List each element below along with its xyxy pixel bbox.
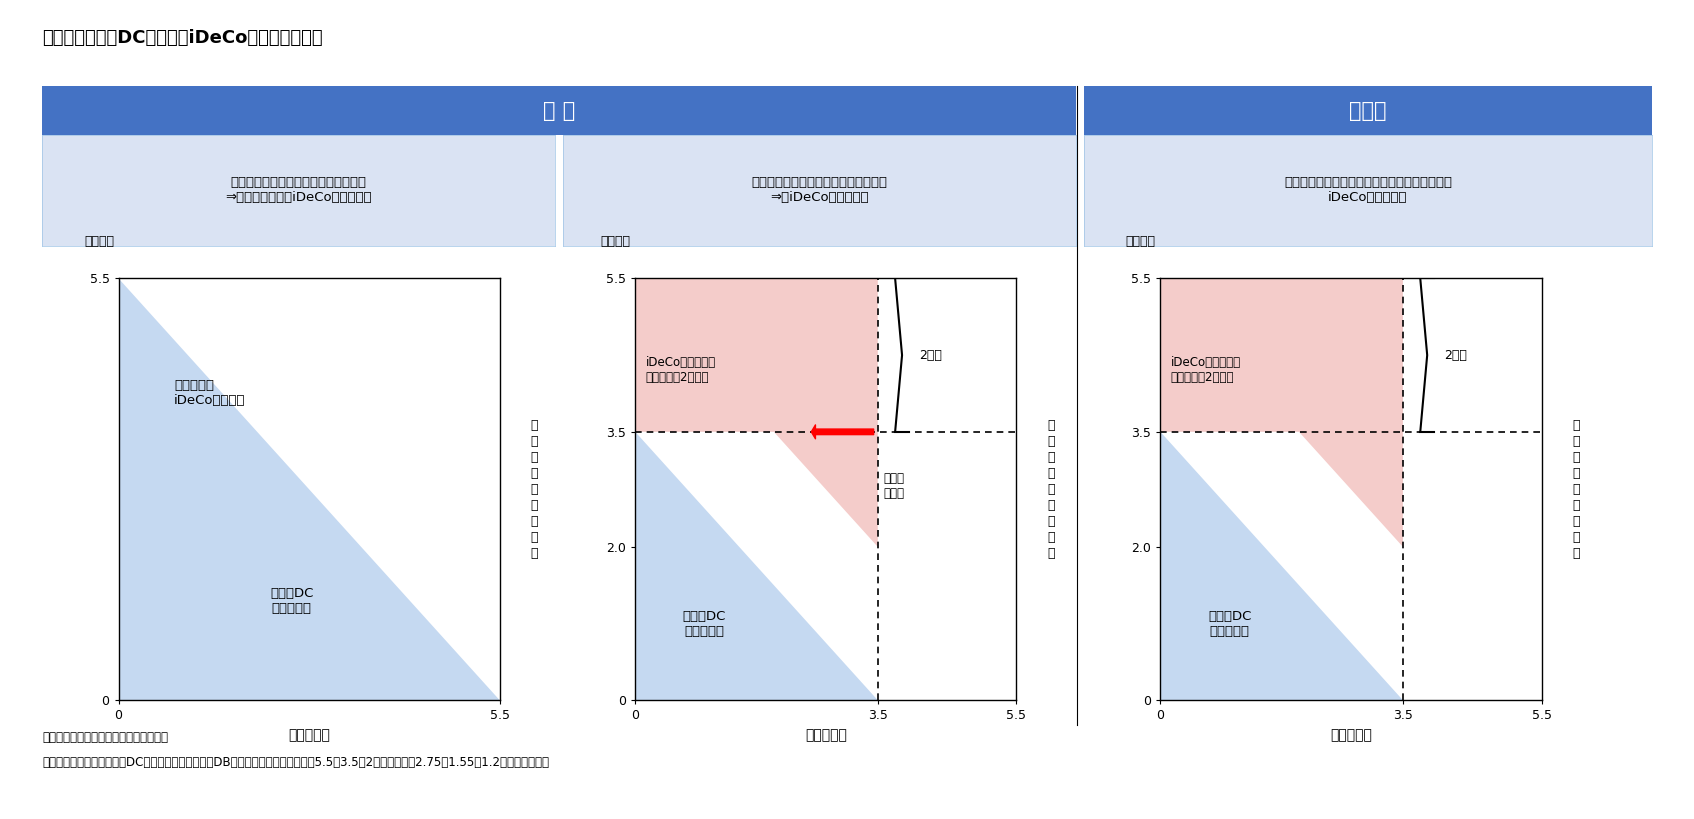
Polygon shape <box>1160 432 1403 700</box>
Text: （万円）: （万円） <box>601 235 630 248</box>
Polygon shape <box>635 278 877 547</box>
Text: iDeCoに加入可能
（掛金限度2万円）: iDeCoに加入可能 （掛金限度2万円） <box>645 356 717 384</box>
Text: 「規約の定め、拠出上限引下げ」無し
⇒　加入者全員がiDeCoに加入不可: 「規約の定め、拠出上限引下げ」無し ⇒ 加入者全員がiDeCoに加入不可 <box>225 176 373 205</box>
Text: （万円）: （万円） <box>1127 235 1155 248</box>
Text: 現 行: 現 行 <box>542 101 576 120</box>
Polygon shape <box>119 278 500 700</box>
X-axis label: 事業主掛金: 事業主掛金 <box>288 728 330 742</box>
Text: 注）図中の金額は、企業型DCのみに加入する場合。DBなどにも加入する場合は、5.5、3.5、2が、それぞれ2.75、1.55、1.2に置き換わる。: 注）図中の金額は、企業型DCのみに加入する場合。DBなどにも加入する場合は、5.… <box>42 756 549 769</box>
Text: 加
入
者
＋
事
業
主
掛
金: 加 入 者 ＋ 事 業 主 掛 金 <box>530 419 537 560</box>
Text: （万円）: （万円） <box>85 235 113 248</box>
Text: 「規約の定め、拠出上限引下げ」有り
⇒　iDeCoに加入可能: 「規約の定め、拠出上限引下げ」有り ⇒ iDeCoに加入可能 <box>752 176 888 205</box>
Text: 加
入
者
＋
事
業
主
掛
金: 加 入 者 ＋ 事 業 主 掛 金 <box>1047 419 1054 560</box>
Text: 上限額
引下げ: 上限額 引下げ <box>883 472 905 500</box>
Text: 加入者全員
iDeCo加入不可: 加入者全員 iDeCo加入不可 <box>174 379 246 408</box>
Text: 企業型DC
事業主掛金: 企業型DC 事業主掛金 <box>1208 609 1252 637</box>
Text: 企業型DC
事業主掛金: 企業型DC 事業主掛金 <box>269 586 313 614</box>
Text: 企業型DC
事業主掛金: 企業型DC 事業主掛金 <box>683 609 727 637</box>
Text: 2万円: 2万円 <box>920 349 942 362</box>
X-axis label: 事業主掛金: 事業主掛金 <box>805 728 847 742</box>
Polygon shape <box>635 432 877 700</box>
Text: 図表２　企業型DC加入者のiDeCo加入の要件緩和: 図表２ 企業型DC加入者のiDeCo加入の要件緩和 <box>42 29 324 47</box>
X-axis label: 事業主掛金: 事業主掛金 <box>1330 728 1372 742</box>
Text: 加
入
者
＋
事
業
主
掛
金: 加 入 者 ＋ 事 業 主 掛 金 <box>1572 419 1579 560</box>
Text: 「規約の定め、拠出上限引下げ」がなくても、
iDeCoに加入可能: 「規約の定め、拠出上限引下げ」がなくても、 iDeCoに加入可能 <box>1284 176 1452 205</box>
Text: 改正法: 改正法 <box>1348 101 1387 120</box>
Text: iDeCoに加入可能
（掛金限度2万円）: iDeCoに加入可能 （掛金限度2万円） <box>1171 356 1242 384</box>
Text: 出所）厚生労働省の資料をもとに作成。: 出所）厚生労働省の資料をもとに作成。 <box>42 731 168 744</box>
Polygon shape <box>1160 278 1403 547</box>
Text: 2万円: 2万円 <box>1445 349 1467 362</box>
